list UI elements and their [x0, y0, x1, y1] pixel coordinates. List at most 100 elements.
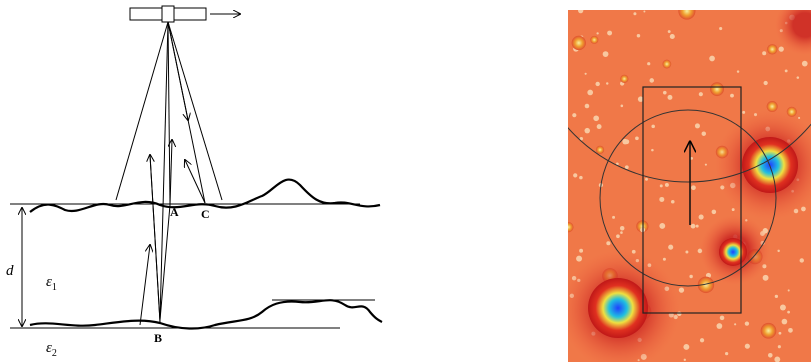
- small-crater: [689, 275, 692, 278]
- small-crater: [671, 200, 675, 204]
- small-crater: [612, 216, 615, 219]
- small-crater: [651, 125, 655, 129]
- label-c: C: [201, 207, 210, 221]
- small-crater: [695, 123, 700, 128]
- small-crater: [802, 61, 808, 67]
- small-crater: [573, 173, 577, 177]
- small-crater: [737, 70, 739, 72]
- small-crater: [659, 223, 665, 229]
- small-crater: [596, 32, 598, 34]
- small-crater: [764, 81, 768, 85]
- label-b: B: [154, 331, 162, 345]
- small-crater: [775, 295, 778, 298]
- small-crater: [797, 76, 800, 79]
- small-crater: [637, 34, 640, 37]
- small-crater: [606, 241, 610, 245]
- small-crater: [665, 183, 669, 187]
- small-crater: [649, 78, 654, 83]
- small-crater: [620, 226, 625, 231]
- small-crater: [696, 225, 699, 228]
- small-crater: [779, 46, 784, 51]
- small-crater: [767, 44, 777, 54]
- small-crater: [578, 8, 583, 13]
- small-crater: [699, 214, 704, 219]
- small-crater: [659, 197, 664, 202]
- small-crater: [620, 75, 628, 83]
- small-crater: [590, 36, 598, 44]
- small-crater: [800, 258, 804, 262]
- small-crater: [710, 82, 724, 96]
- small-crater: [584, 128, 590, 134]
- small-crater: [716, 323, 722, 329]
- small-crater: [684, 359, 686, 361]
- small-crater: [596, 146, 604, 154]
- small-crater: [579, 249, 583, 253]
- small-crater: [579, 176, 583, 180]
- small-crater: [779, 332, 782, 335]
- small-crater: [668, 95, 673, 100]
- small-crater: [745, 344, 750, 349]
- small-crater: [691, 224, 696, 229]
- small-crater: [734, 323, 736, 325]
- small-crater: [643, 10, 645, 12]
- small-crater: [761, 323, 777, 339]
- small-crater: [635, 136, 639, 140]
- small-crater: [585, 104, 590, 109]
- small-crater: [763, 275, 769, 281]
- small-crater: [662, 60, 671, 69]
- small-crater: [597, 124, 602, 129]
- label-a: A: [170, 205, 179, 219]
- beams: [116, 22, 222, 325]
- small-crater: [732, 208, 735, 211]
- small-crater: [595, 82, 599, 86]
- small-crater: [576, 256, 582, 262]
- small-crater: [668, 30, 671, 33]
- figure: A C B d ε1 ε2: [0, 0, 811, 362]
- small-crater: [719, 27, 722, 30]
- small-crater: [670, 34, 675, 39]
- small-crater: [683, 344, 689, 350]
- small-crater: [720, 316, 725, 321]
- label-epsilon1: ε1: [46, 274, 57, 293]
- small-crater: [788, 328, 793, 333]
- small-crater: [668, 245, 673, 250]
- small-crater: [572, 113, 576, 117]
- small-crater: [593, 115, 599, 121]
- small-crater: [780, 305, 786, 311]
- small-crater: [699, 92, 703, 96]
- small-crater: [709, 56, 715, 62]
- small-crater: [705, 164, 707, 166]
- small-crater: [651, 149, 654, 152]
- small-crater: [702, 131, 706, 135]
- small-crater: [700, 338, 704, 342]
- small-crater: [782, 319, 788, 325]
- small-crater: [678, 2, 695, 19]
- schematic: [10, 6, 382, 329]
- small-crater: [620, 231, 623, 234]
- small-crater: [785, 69, 788, 72]
- small-crater: [645, 178, 648, 181]
- interface: [30, 300, 382, 328]
- small-crater: [691, 185, 696, 190]
- small-crater: [606, 82, 608, 84]
- small-crater: [647, 62, 650, 65]
- small-crater: [745, 321, 749, 325]
- small-crater: [633, 12, 636, 15]
- small-crater: [725, 352, 728, 355]
- small-crater: [788, 289, 790, 291]
- small-crater: [685, 251, 688, 254]
- small-crater: [572, 36, 586, 50]
- small-crater: [563, 222, 573, 232]
- small-crater: [622, 139, 628, 145]
- small-crater: [777, 250, 779, 252]
- label-epsilon2: ε2: [46, 340, 57, 359]
- small-crater: [587, 90, 593, 96]
- small-crater: [625, 165, 629, 169]
- small-crater: [607, 31, 612, 36]
- small-crater: [730, 94, 734, 98]
- small-crater: [787, 311, 790, 314]
- small-crater: [679, 287, 684, 292]
- small-crater: [663, 91, 667, 95]
- satellite: [130, 6, 240, 22]
- small-crater: [712, 210, 717, 215]
